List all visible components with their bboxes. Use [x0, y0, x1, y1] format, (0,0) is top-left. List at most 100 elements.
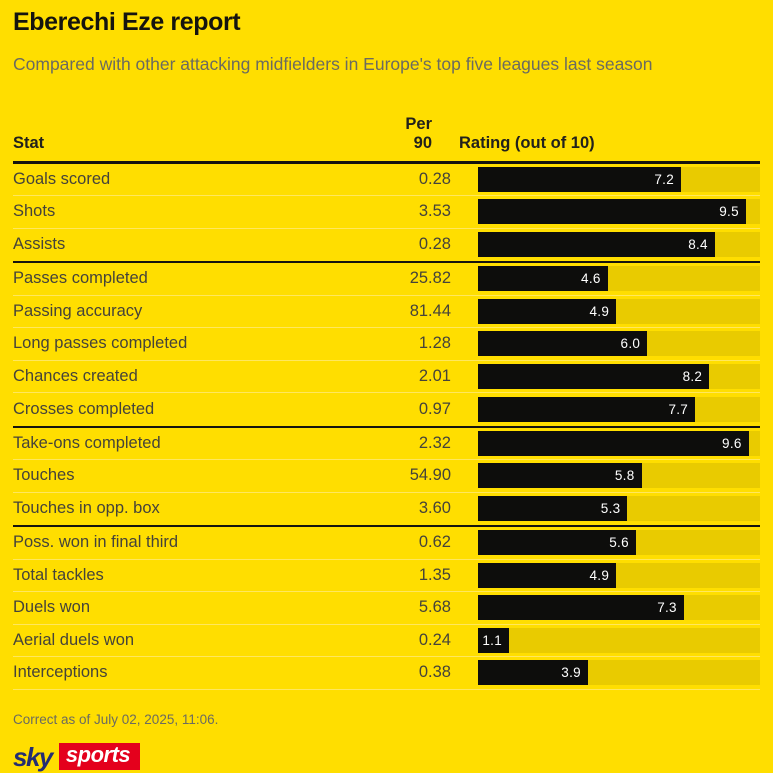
subtitle: Compared with other attacking midfielder…	[13, 54, 653, 74]
per90-value: 0.28	[418, 169, 451, 188]
table-row: Total tackles 1.35 4.9	[13, 560, 760, 593]
rating-value: 5.6	[609, 535, 629, 551]
stat-label: Total tackles	[13, 565, 104, 584]
per90-value: 54.90	[409, 466, 451, 485]
rating-bar-track: 3.9	[478, 660, 760, 686]
table-group: Poss. won in final third 0.62 5.6 Total …	[13, 525, 760, 690]
per90-value: 0.28	[418, 235, 451, 254]
rating-bar: 8.4	[478, 232, 715, 258]
header-per90: Per 90	[340, 115, 432, 153]
per90-value: 81.44	[409, 301, 451, 320]
rating-value: 9.5	[719, 204, 739, 220]
rating-bar: 5.8	[478, 463, 642, 489]
stat-label: Poss. won in final third	[13, 533, 179, 552]
per90-value: 25.82	[409, 269, 451, 288]
table-row: Goals scored 0.28 7.2	[13, 164, 760, 197]
table-row: Shots 3.53 9.5	[13, 196, 760, 229]
table-row: Take-ons completed 2.32 9.6	[13, 428, 760, 461]
per90-value: 3.53	[418, 202, 451, 221]
sky-logo-text: sky	[13, 741, 53, 772]
rating-bar-track: 9.6	[478, 430, 760, 456]
table-row: Long passes completed 1.28 6.0	[13, 328, 760, 361]
rating-bar: 5.3	[478, 496, 628, 522]
stats-table: Stat Per 90 Rating (out of 10) Goals sco…	[13, 115, 760, 690]
footnote: Correct as of July 02, 2025, 11:06.	[13, 711, 219, 727]
per90-value: 2.32	[418, 433, 451, 452]
stat-label: Touches	[13, 466, 75, 485]
rating-bar-track: 4.6	[478, 266, 760, 292]
table-group: Goals scored 0.28 7.2 Shots 3.53 9.5 Ass…	[13, 164, 760, 262]
stat-label: Passes completed	[13, 269, 148, 288]
header-rating: Rating (out of 10)	[459, 133, 595, 152]
rating-bar-track: 4.9	[478, 562, 760, 588]
rating-bar: 8.2	[478, 363, 710, 389]
rating-value: 8.2	[682, 368, 703, 384]
table-row: Assists 0.28 8.4	[13, 229, 760, 262]
rating-bar-track: 6.0	[478, 331, 760, 357]
sports-logo-text: sports	[58, 743, 141, 770]
rating-bar: 4.9	[478, 298, 617, 324]
rating-value: 7.2	[654, 171, 675, 187]
rating-value: 6.0	[620, 336, 641, 352]
table-body: Goals scored 0.28 7.2 Shots 3.53 9.5 Ass…	[13, 164, 760, 690]
table-row: Duels won 5.68 7.3	[13, 592, 760, 625]
rating-value: 4.9	[589, 303, 610, 319]
rating-bar-track: 4.9	[478, 298, 760, 324]
rating-bar: 7.2	[478, 166, 682, 192]
rating-bar-track: 7.2	[478, 166, 760, 192]
rating-bar-track: 9.5	[478, 199, 760, 225]
per90-value: 1.28	[418, 334, 451, 353]
table-row: Touches in opp. box 3.60 5.3	[13, 493, 760, 526]
table-header: Stat Per 90 Rating (out of 10)	[13, 115, 760, 164]
per90-value: 0.24	[418, 630, 451, 649]
rating-bar-track: 7.7	[478, 396, 760, 422]
table-row: Passes completed 25.82 4.6	[13, 263, 760, 296]
rating-value: 8.4	[688, 237, 708, 253]
table-group: Passes completed 25.82 4.6 Passing accur…	[13, 261, 760, 426]
rating-bar: 3.9	[478, 660, 588, 686]
stat-label: Touches in opp. box	[13, 499, 160, 518]
rating-bar: 5.6	[478, 530, 636, 556]
rating-value: 4.9	[589, 567, 610, 583]
table-row: Touches 54.90 5.8	[13, 460, 760, 493]
stat-label: Take-ons completed	[13, 433, 161, 452]
stat-label: Assists	[13, 235, 66, 254]
stat-label: Duels won	[13, 598, 91, 617]
rating-bar-track: 1.1	[478, 627, 760, 653]
rating-bar: 1.1	[478, 627, 510, 653]
sky-sports-logo: sky sports	[13, 741, 141, 772]
rating-value: 1.1	[482, 632, 503, 648]
per90-value: 2.01	[418, 366, 451, 385]
rating-value: 3.9	[561, 665, 581, 681]
per90-value: 3.60	[418, 499, 451, 518]
table-row: Poss. won in final third 0.62 5.6	[13, 527, 760, 560]
rating-bar: 7.3	[478, 595, 684, 621]
rating-bar: 7.7	[478, 396, 696, 422]
rating-value: 4.6	[581, 271, 601, 287]
rating-value: 5.8	[614, 468, 635, 484]
rating-bar: 6.0	[478, 331, 648, 357]
per90-value: 5.68	[418, 598, 451, 617]
rating-bar: 4.9	[478, 562, 617, 588]
page-title: Eberechi Eze report	[13, 8, 241, 36]
table-row: Crosses completed 0.97 7.7	[13, 393, 760, 426]
per90-value: 0.97	[418, 399, 451, 418]
rating-bar: 4.6	[478, 266, 608, 292]
rating-value: 9.6	[722, 435, 742, 451]
rating-value: 7.3	[657, 600, 677, 616]
stat-label: Shots	[13, 202, 56, 221]
per90-value: 1.35	[418, 565, 451, 584]
rating-value: 5.3	[600, 501, 621, 517]
header-stat: Stat	[13, 133, 45, 152]
stat-label: Goals scored	[13, 169, 111, 188]
table-group: Take-ons completed 2.32 9.6 Touches 54.9…	[13, 425, 760, 526]
table-row: Passing accuracy 81.44 4.9	[13, 296, 760, 329]
stat-label: Interceptions	[13, 663, 108, 682]
stat-label: Long passes completed	[13, 334, 188, 353]
per90-value: 0.38	[418, 663, 451, 682]
table-row: Chances created 2.01 8.2	[13, 361, 760, 394]
table-row: Interceptions 0.38 3.9	[13, 657, 760, 690]
rating-bar-track: 5.8	[478, 463, 760, 489]
rating-bar: 9.5	[478, 199, 746, 225]
